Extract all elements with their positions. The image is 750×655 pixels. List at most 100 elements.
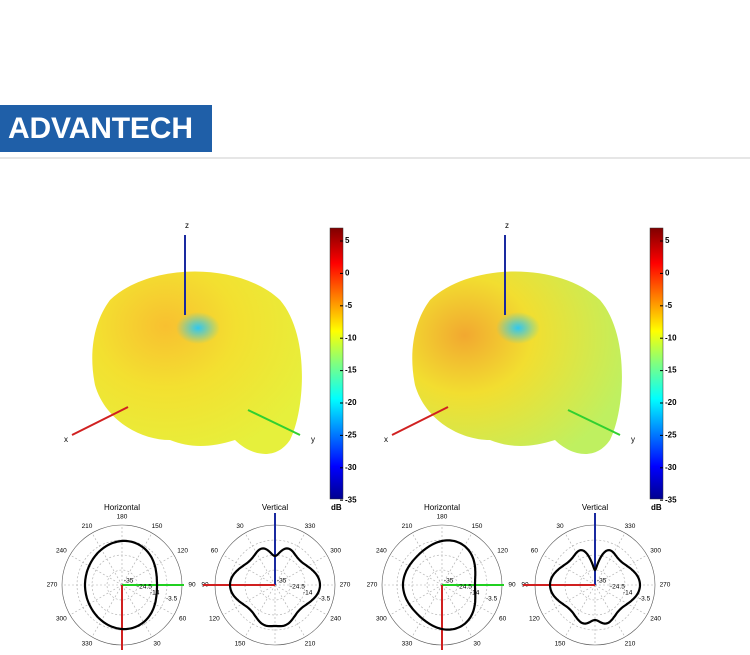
- polar-radial-label: -14: [150, 590, 160, 597]
- logo: ADVANTECH: [8, 112, 193, 145]
- polar-title: Vertical: [262, 503, 288, 512]
- polar-spoke: [441, 532, 473, 586]
- polar-radial-label: -24.5: [137, 584, 152, 591]
- polar-spoke: [564, 532, 596, 586]
- polar-angle-label: 300: [56, 616, 67, 623]
- polar-angle-label: 30: [473, 641, 481, 648]
- pattern-curve: [228, 547, 322, 628]
- polar-spoke: [542, 554, 596, 586]
- polar-angle-label: 300: [376, 616, 387, 623]
- polar-spoke: [564, 584, 596, 638]
- polar-title: Horizontal: [424, 503, 460, 512]
- polar-angle-label: 90: [508, 582, 516, 589]
- polar-angle-label: 240: [330, 616, 341, 623]
- polar-radial-label: -14: [303, 590, 313, 597]
- colorbar-label: -20: [345, 398, 357, 407]
- polar-angle-label: 120: [497, 548, 508, 555]
- colorbar-label: -5: [665, 301, 673, 310]
- colorbar-label: -10: [665, 333, 677, 342]
- polar-spoke: [222, 554, 276, 586]
- polar-spoke: [594, 532, 626, 586]
- polar-angle-label: 240: [376, 548, 387, 555]
- polar-angle-label: 30: [556, 523, 564, 530]
- polar-angle-label: 240: [56, 548, 67, 555]
- pattern-curve: [401, 539, 477, 631]
- polar-radial-label: -3.5: [639, 596, 651, 603]
- polar-spoke: [121, 584, 153, 638]
- polar-spoke: [69, 584, 123, 616]
- polar-radial-label: -35: [277, 578, 287, 585]
- colorbar-unit: dB: [331, 503, 342, 512]
- polar-angle-label: 150: [235, 641, 246, 648]
- polar-spoke: [121, 532, 153, 586]
- polar-radial-label: -14: [623, 590, 633, 597]
- polar-angle-label: 330: [625, 523, 636, 530]
- pattern-curve: [548, 548, 642, 625]
- polar-angle-label: 60: [179, 616, 187, 623]
- polar-spoke: [244, 532, 276, 586]
- polar-spoke: [274, 584, 328, 616]
- polar-spoke: [594, 584, 648, 616]
- polar-title: Vertical: [582, 503, 608, 512]
- polar-angle-label: 270: [367, 582, 378, 589]
- axis-label: x: [64, 435, 68, 444]
- polar-angle-label: 120: [529, 616, 540, 623]
- colorbar-label: -15: [345, 366, 357, 375]
- polar-angle-label: 30: [236, 523, 244, 530]
- axis-label: y: [311, 435, 315, 444]
- polar-angle-label: 180: [117, 514, 128, 521]
- polar-angle-label: 210: [625, 641, 636, 648]
- polar-spoke: [542, 584, 596, 616]
- polar-radial-label: -14: [470, 590, 480, 597]
- polar-spoke: [222, 584, 276, 616]
- polar-spoke: [69, 554, 123, 586]
- polar-radial-label: -24.5: [290, 584, 305, 591]
- x-axis: [71, 406, 129, 436]
- polar-spoke: [594, 554, 648, 586]
- colorbar: [329, 227, 344, 500]
- colorbar: [649, 227, 664, 500]
- polar-angle-label: 90: [188, 582, 196, 589]
- polar-spoke: [441, 584, 495, 616]
- polar-angle-label: 60: [499, 616, 507, 623]
- axis-label: x: [384, 435, 388, 444]
- colorbar-label: -25: [665, 431, 677, 440]
- polar-angle-label: 330: [305, 523, 316, 530]
- polar-spoke: [274, 532, 306, 586]
- polar-spoke: [594, 584, 626, 638]
- polar-angle-label: 270: [340, 582, 351, 589]
- polar-radial-label: -3.5: [319, 596, 331, 603]
- colorbar-label: -30: [345, 463, 357, 472]
- logo-box: [0, 105, 212, 152]
- null-spot: [496, 312, 540, 344]
- axis-label: z: [185, 221, 189, 230]
- polar-radial-label: -24.5: [610, 584, 625, 591]
- polar-spoke: [91, 532, 123, 586]
- polar-angle-label: 240: [650, 616, 661, 623]
- axis-label: y: [631, 435, 635, 444]
- polar-spoke: [274, 554, 328, 586]
- polar-spoke: [274, 584, 306, 638]
- polar-spoke: [411, 532, 443, 586]
- polar-angle-label: 180: [437, 514, 448, 521]
- polar-angle-label: 210: [82, 523, 93, 530]
- colorbar-label: 0: [665, 269, 670, 278]
- pattern-3d: [92, 271, 302, 454]
- polar-angle-label: 150: [472, 523, 483, 530]
- colorbar-label: -15: [665, 366, 677, 375]
- polar-angle-label: 60: [531, 548, 539, 555]
- polar-radial-label: -35: [444, 578, 454, 585]
- polar-radial-label: -3.5: [486, 596, 498, 603]
- polar-radial-label: -24.5: [457, 584, 472, 591]
- polar-angle-label: 330: [402, 641, 413, 648]
- polar-radial-label: -3.5: [166, 596, 178, 603]
- polar-spoke: [121, 584, 175, 616]
- colorbar-label: -25: [345, 431, 357, 440]
- polar-angle-label: 120: [177, 548, 188, 555]
- y-axis: [247, 409, 301, 436]
- colorbar-unit: dB: [651, 503, 662, 512]
- colorbar-label: -5: [345, 301, 353, 310]
- polar-angle-label: 300: [330, 548, 341, 555]
